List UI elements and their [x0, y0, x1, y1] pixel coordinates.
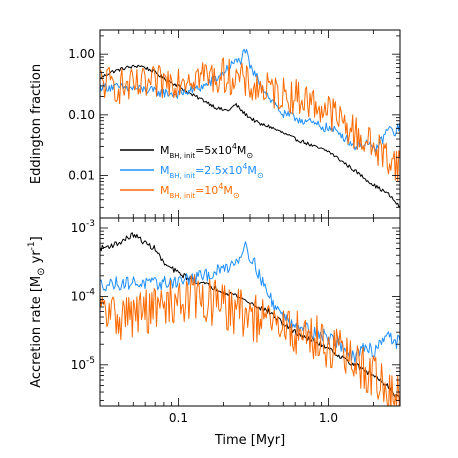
bottom-panel: 10-5 10-4 10-3 0.1 1.0 Accretion rate [M⊙ yr… [27, 217, 401, 448]
bottom-y-axis-label: Accretion rate [M⊙ yr-1] [27, 236, 47, 388]
y-tick-label: 10-5 [71, 356, 95, 372]
series-line-2 [100, 48, 400, 153]
legend-entry-3: MBH, init=104M⊙ [160, 182, 240, 200]
x-tick-label: 1.0 [319, 411, 338, 425]
legend: MBH, init=5x104M⊙ MBH, init=2.5x104M⊙ MBH,… [120, 142, 264, 200]
x-tick-label: 0.1 [169, 411, 188, 425]
series-line-3 [100, 57, 400, 182]
y-tick-label: 1.00 [68, 47, 95, 61]
x-axis-label: Time [Myr] [214, 433, 285, 448]
top-panel: 0.01 0.10 1.00 Eddington fraction MBH, ini… [29, 29, 401, 219]
series-line-1 [100, 64, 400, 208]
top-ticks-group: 0.01 0.10 1.00 [68, 30, 401, 219]
series-line-3 [100, 274, 400, 406]
top-y-axis-label: Eddington fraction [29, 64, 44, 184]
top-series-group [100, 48, 400, 208]
y-tick-label: 0.10 [68, 108, 95, 122]
y-tick-label: 10-4 [71, 287, 96, 303]
bottom-ticks-group: 10-5 10-4 10-3 0.1 1.0 [71, 218, 401, 425]
legend-entry-2: MBH, init=2.5x104M⊙ [160, 162, 264, 180]
legend-entry-1: MBH, init=5x104M⊙ [160, 142, 253, 160]
y-tick-label: 0.01 [68, 169, 95, 183]
series-line-2 [100, 241, 400, 364]
y-tick-label: 10-3 [71, 219, 95, 235]
bottom-series-group [100, 232, 400, 406]
